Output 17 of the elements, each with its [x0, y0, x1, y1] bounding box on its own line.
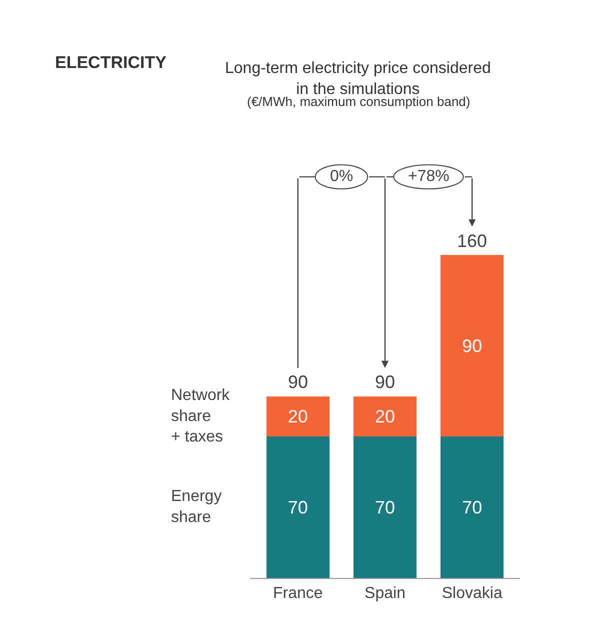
data-label: 70: [462, 497, 482, 518]
data-label: 20: [288, 406, 308, 426]
text: Network share + taxes: [171, 387, 231, 446]
data-label: 70: [374, 497, 396, 518]
total-label: 160: [457, 231, 488, 251]
data-label: 90: [462, 336, 482, 356]
text: Energy share: [171, 488, 222, 526]
x-tick-label: Spain: [364, 585, 406, 602]
data-label: 20: [374, 406, 396, 426]
total-label: 90: [375, 372, 396, 392]
x-tick-label: Slovakia: [442, 585, 502, 602]
text: 0%: [330, 168, 354, 185]
text: ELECTRICITY: [55, 52, 168, 72]
x-tick-label: France: [273, 585, 323, 602]
text: +78%: [408, 168, 450, 185]
total-label: 90: [288, 372, 308, 392]
data-label: 70: [288, 497, 308, 518]
